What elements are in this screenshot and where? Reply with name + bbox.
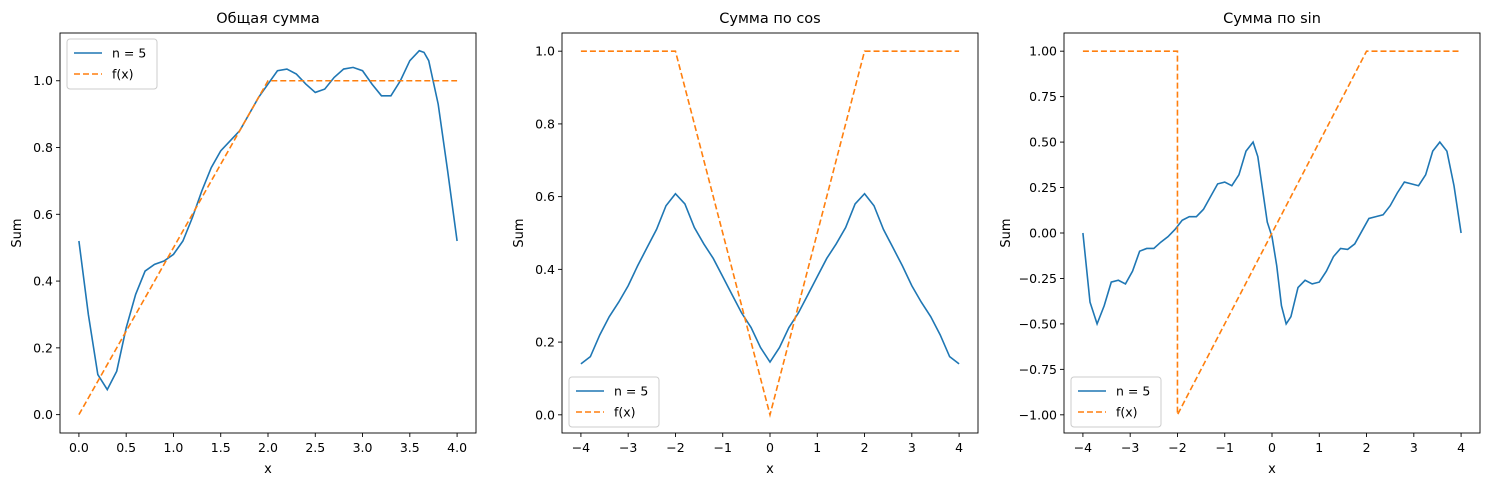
y-tick-label: −0.25 [1019,271,1057,286]
x-tick-label: 4 [955,440,963,455]
legend-box [66,38,158,90]
x-tick-label: −1 [714,440,732,455]
x-tick-label: −4 [1074,440,1092,455]
x-tick-label: 2.5 [305,440,325,455]
y-axis-label: Sum [512,218,527,247]
legend-label: f(x) [112,67,134,82]
x-tick-label: 3 [908,440,916,455]
series-line-target [78,79,458,416]
y-tick-label: 0.6 [33,207,53,222]
x-tick-label: 1 [813,440,821,455]
legend-label: n = 5 [112,46,146,61]
y-tick-label: 0.00 [1029,226,1057,241]
x-tick-label: −3 [619,440,637,455]
x-axis-label: x [1268,462,1276,477]
y-tick-label: −0.50 [1019,316,1057,331]
legend-label: f(x) [1116,405,1138,420]
x-tick-label: 2 [861,440,869,455]
axes-frame [1063,32,1481,434]
axes-frame [59,32,477,434]
y-axis-label: Sum [10,218,25,247]
chart-panel-3: −4 −3 −2 −1 0 1 2 3 4 −1.00 −0.75 −0.50 −0.25 0.00 0.2… [999,11,1481,477]
chart-title: Общая сумма [216,11,320,27]
y-tick-label: 1.00 [1029,44,1057,59]
x-tick-label: 4 [1457,440,1465,455]
x-tick-label: 1.5 [211,440,231,455]
y-tick-label: −0.75 [1019,362,1057,377]
x-tick-label: −3 [1121,440,1139,455]
y-tick-label: 0.75 [1029,89,1057,104]
chart-title: Сумма по sin [1223,11,1321,27]
legend: n = 5 f(x) [568,376,660,428]
legend-label: n = 5 [614,384,648,399]
x-tick-label: 3.5 [400,440,420,455]
x-tick-label: −2 [666,440,684,455]
legend-box [1070,376,1162,428]
chart-title: Сумма по cos [719,11,820,27]
x-axis-label: x [264,462,272,477]
y-tick-label: 0.8 [535,116,555,131]
x-tick-label: 1.0 [164,440,184,455]
x-tick-label: 2.0 [258,440,278,455]
x-tick-label: 2 [1363,440,1371,455]
legend-label: n = 5 [1116,384,1150,399]
x-tick-label: 3 [1410,440,1418,455]
x-tick-label: 0.0 [69,440,89,455]
y-tick-label: 0.8 [33,140,53,155]
y-tick-label: 0.2 [535,335,555,350]
y-tick-label: 0.4 [33,274,53,289]
y-tick-label: 0.0 [535,407,555,422]
chart-panel-2: −4 −3 −2 −1 0 1 2 3 4 0.0 0.2 0.4 0.6 0.8 1.0 Сумма по … [512,11,979,477]
series-line-sum [78,49,458,392]
chart-panel-1: 0.0 0.5 1.0 1.5 2.0 2.5 3.0 3.5 4.0 0.0 0.2 0.4 0.6 0… [10,11,477,477]
legend: n = 5 f(x) [66,38,158,90]
x-tick-label: 0 [1268,440,1276,455]
y-tick-label: 0.6 [535,189,555,204]
legend: n = 5 f(x) [1070,376,1162,428]
y-tick-label: 0.25 [1029,180,1057,195]
y-tick-label: 0.50 [1029,135,1057,150]
x-tick-label: −1 [1216,440,1234,455]
series-line-target [1082,50,1462,416]
y-tick-label: 0.4 [535,262,555,277]
y-axis-label: Sum [999,218,1014,247]
x-tick-label: 4.0 [447,440,467,455]
y-tick-label: 0.2 [33,340,53,355]
series-line-sum [1082,140,1462,327]
legend-label: f(x) [614,405,636,420]
y-tick-label: 1.0 [33,73,53,88]
x-axis-label: x [766,462,774,477]
axes-frame [561,32,979,434]
x-tick-label: 3.0 [353,440,373,455]
series-line-target [580,50,960,418]
y-tick-label: 0.0 [33,407,53,422]
x-tick-label: −4 [572,440,590,455]
x-tick-label: −2 [1168,440,1186,455]
legend-box [568,376,660,428]
y-tick-label: −1.00 [1019,407,1057,422]
x-tick-label: 1 [1315,440,1323,455]
x-tick-label: 0 [766,440,774,455]
x-tick-label: 0.5 [116,440,136,455]
y-tick-label: 1.0 [535,44,555,59]
series-line-sum [580,192,960,365]
